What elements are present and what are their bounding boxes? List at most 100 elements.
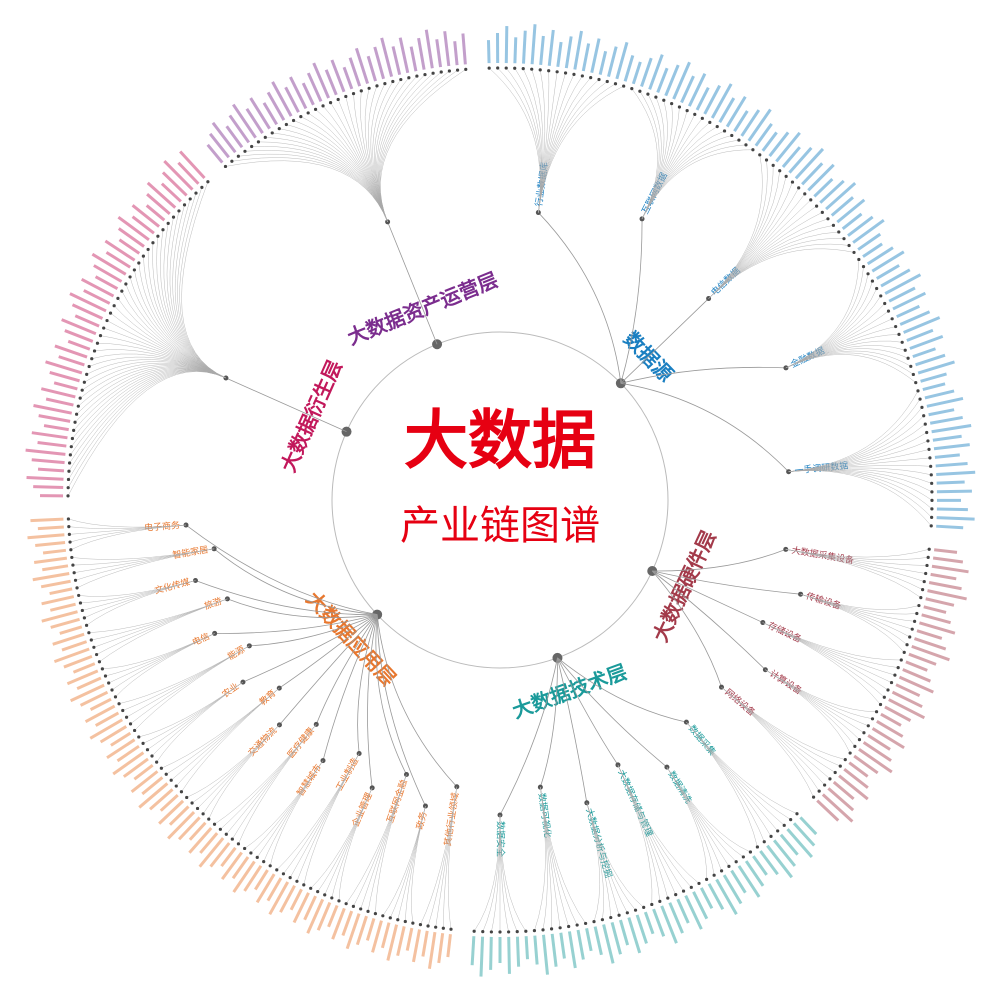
leaf-text-placeholder xyxy=(200,838,223,867)
leaf-text-placeholder xyxy=(924,607,946,613)
leaf-text-placeholder xyxy=(654,909,664,936)
leaf-text-placeholder xyxy=(34,558,67,562)
leaf-node xyxy=(914,381,917,384)
leaf-node xyxy=(909,365,912,368)
leaf-node xyxy=(77,594,80,597)
leaf-node xyxy=(871,717,874,720)
leaf-node xyxy=(352,92,355,95)
branch-label: 电信 xyxy=(190,630,211,649)
leaf-node xyxy=(156,235,159,238)
leaf-text-placeholder xyxy=(587,928,592,951)
leaf-text-placeholder xyxy=(343,911,352,935)
leaf-node xyxy=(897,333,900,336)
leaf-text-placeholder xyxy=(935,455,960,457)
leaf-link xyxy=(68,371,226,487)
leaf-node xyxy=(883,696,886,699)
leaf-node xyxy=(879,294,882,297)
leaf-node xyxy=(592,920,595,923)
leaf-text-placeholder xyxy=(119,229,144,247)
leaf-node xyxy=(249,851,252,854)
leaf-node xyxy=(419,923,422,926)
leaf-node xyxy=(133,729,136,732)
leaf-text-placeholder xyxy=(368,56,375,81)
leaf-text-placeholder xyxy=(189,828,211,853)
leaf-node xyxy=(847,244,850,247)
leaf-text-placeholder xyxy=(820,181,843,203)
leaf-node xyxy=(160,767,163,770)
leaf-text-placeholder xyxy=(569,931,575,968)
diagram-title: 大数据 xyxy=(404,405,596,479)
leaf-node xyxy=(196,807,199,810)
leaf-node xyxy=(853,745,856,748)
leaf-node xyxy=(213,823,216,826)
leaf-node xyxy=(161,228,164,231)
leaf-text-placeholder xyxy=(592,39,599,73)
leaf-node xyxy=(431,72,434,75)
leaf-link xyxy=(77,366,226,414)
leaf-text-placeholder xyxy=(535,936,537,965)
leaf-node xyxy=(737,138,740,141)
leaf-node xyxy=(922,414,925,417)
leaf-text-placeholder xyxy=(33,487,63,488)
leaf-node xyxy=(177,209,180,212)
leaf-text-placeholder xyxy=(853,220,884,242)
branch-label: 医疗健康 xyxy=(285,725,317,760)
leaf-node xyxy=(559,926,562,929)
leaf-text-placeholder xyxy=(767,846,791,878)
leaf-node xyxy=(505,66,508,69)
leaf-text-placeholder xyxy=(38,442,67,446)
leaf-node xyxy=(67,486,70,489)
leaf-link xyxy=(489,68,540,212)
leaf-node xyxy=(812,796,815,799)
leaf-text-placeholder xyxy=(936,472,975,474)
leaf-node xyxy=(908,635,911,638)
leaf-node xyxy=(282,872,285,875)
leaf-text-placeholder xyxy=(50,589,73,594)
leaf-node xyxy=(98,660,101,663)
leaf-node xyxy=(93,349,96,352)
leaf-node xyxy=(686,109,689,112)
leaf-text-placeholder xyxy=(620,920,627,945)
leaf-node xyxy=(581,74,584,77)
leaf-text-placeholder xyxy=(923,384,945,390)
leaf-node xyxy=(81,609,84,612)
leaf-node xyxy=(904,349,907,352)
leaf-node xyxy=(539,68,542,71)
leaf-text-placeholder xyxy=(859,749,892,772)
leaf-text-placeholder xyxy=(906,662,927,671)
leaf-text-placeholder xyxy=(213,123,235,152)
leaf-node xyxy=(75,586,78,589)
leaf-node xyxy=(125,716,128,719)
leaf-text-placeholder xyxy=(617,42,627,79)
leaf-node xyxy=(778,169,781,172)
leaf-node xyxy=(147,248,150,251)
leaf-node xyxy=(735,860,738,863)
leaf-node xyxy=(926,439,929,442)
leaf-link xyxy=(148,249,226,378)
leaf-text-placeholder xyxy=(595,927,601,955)
leaf-text-placeholder xyxy=(62,642,87,650)
leaf-node xyxy=(68,540,71,543)
leaf-node xyxy=(107,681,110,684)
leaf-node xyxy=(693,113,696,116)
leaf-link xyxy=(642,135,732,218)
leaf-node xyxy=(219,828,222,831)
leaf-node xyxy=(124,282,127,285)
leaf-text-placeholder xyxy=(889,700,925,718)
leaf-text-placeholder xyxy=(33,405,71,413)
leaf-node xyxy=(321,104,324,107)
leaf-node xyxy=(533,929,536,932)
leaf-text-placeholder xyxy=(357,916,366,945)
leaf-node xyxy=(271,131,274,134)
leaf-text-placeholder xyxy=(59,357,85,365)
leaf-text-placeholder xyxy=(873,728,905,747)
leaf-node xyxy=(133,268,136,271)
leaf-node xyxy=(285,123,288,126)
leaf-node xyxy=(345,902,348,905)
leaf-node xyxy=(866,272,869,275)
leaf-text-placeholder xyxy=(75,316,99,326)
leaf-node xyxy=(905,643,908,646)
leaf-node xyxy=(67,470,70,473)
leaf-link xyxy=(180,187,226,378)
leaf-node xyxy=(423,73,426,76)
